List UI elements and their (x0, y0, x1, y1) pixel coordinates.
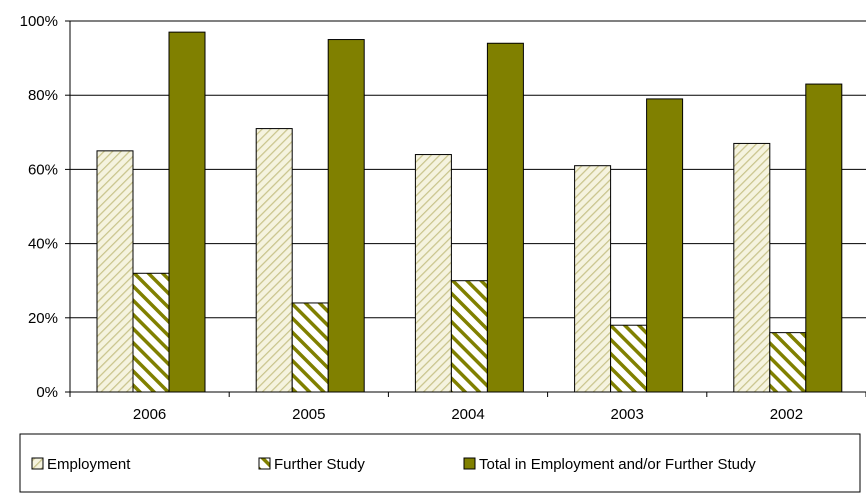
bar-further-study-2003 (610, 324, 648, 393)
bar-total-in-employment-and-or-further-study-2005 (327, 39, 365, 393)
legend-label: Total in Employment and/or Further Study (479, 456, 756, 473)
y-tick-label: 80% (28, 87, 58, 104)
legend-label: Further Study (274, 456, 365, 473)
y-tick-label: 100% (20, 13, 58, 30)
legend-swatch-employment (31, 457, 44, 470)
bar-total-in-employment-and-or-further-study-2004 (486, 42, 524, 393)
y-tick-label: 20% (28, 310, 58, 327)
y-tick-label: 0% (36, 384, 58, 401)
bar-employment-2004 (414, 154, 452, 393)
legend-frame (19, 433, 861, 493)
y-tick-labels: 0% 20% 40% 60% 80% 100% (20, 13, 58, 401)
bar-employment-2006 (96, 150, 134, 393)
x-tick-label: 2002 (770, 406, 803, 423)
legend-swatch-total-in-employment-and-or-further-study (463, 457, 476, 470)
x-tick-label: 2004 (451, 406, 484, 423)
x-tick-label: 2005 (292, 406, 325, 423)
axes (65, 20, 866, 397)
bars (96, 31, 843, 393)
legend-swatch-further-study (258, 457, 271, 470)
bar-further-study-2002 (769, 332, 807, 393)
x-tick-label: 2006 (133, 406, 166, 423)
y-tick-label: 60% (28, 161, 58, 178)
legend: Employment Further Study Total in Employme… (19, 433, 861, 493)
x-tick-label: 2003 (611, 406, 644, 423)
bar-employment-2005 (255, 128, 293, 393)
bar-total-in-employment-and-or-further-study-2003 (646, 98, 684, 393)
bar-further-study-2004 (450, 280, 488, 393)
bar-total-in-employment-and-or-further-study-2006 (168, 31, 206, 393)
legend-items: Employment Further Study Total in Employme… (31, 456, 756, 473)
bar-further-study-2005 (291, 302, 329, 393)
y-tick-label: 40% (28, 236, 58, 253)
bar-employment-2003 (574, 165, 612, 393)
bar-total-in-employment-and-or-further-study-2002 (805, 83, 843, 393)
x-tick-labels: 2006 2005 2004 2003 2002 (133, 406, 803, 423)
bar-further-study-2006 (132, 272, 170, 393)
bar-employment-2002 (733, 142, 771, 393)
legend-label: Employment (47, 456, 131, 473)
